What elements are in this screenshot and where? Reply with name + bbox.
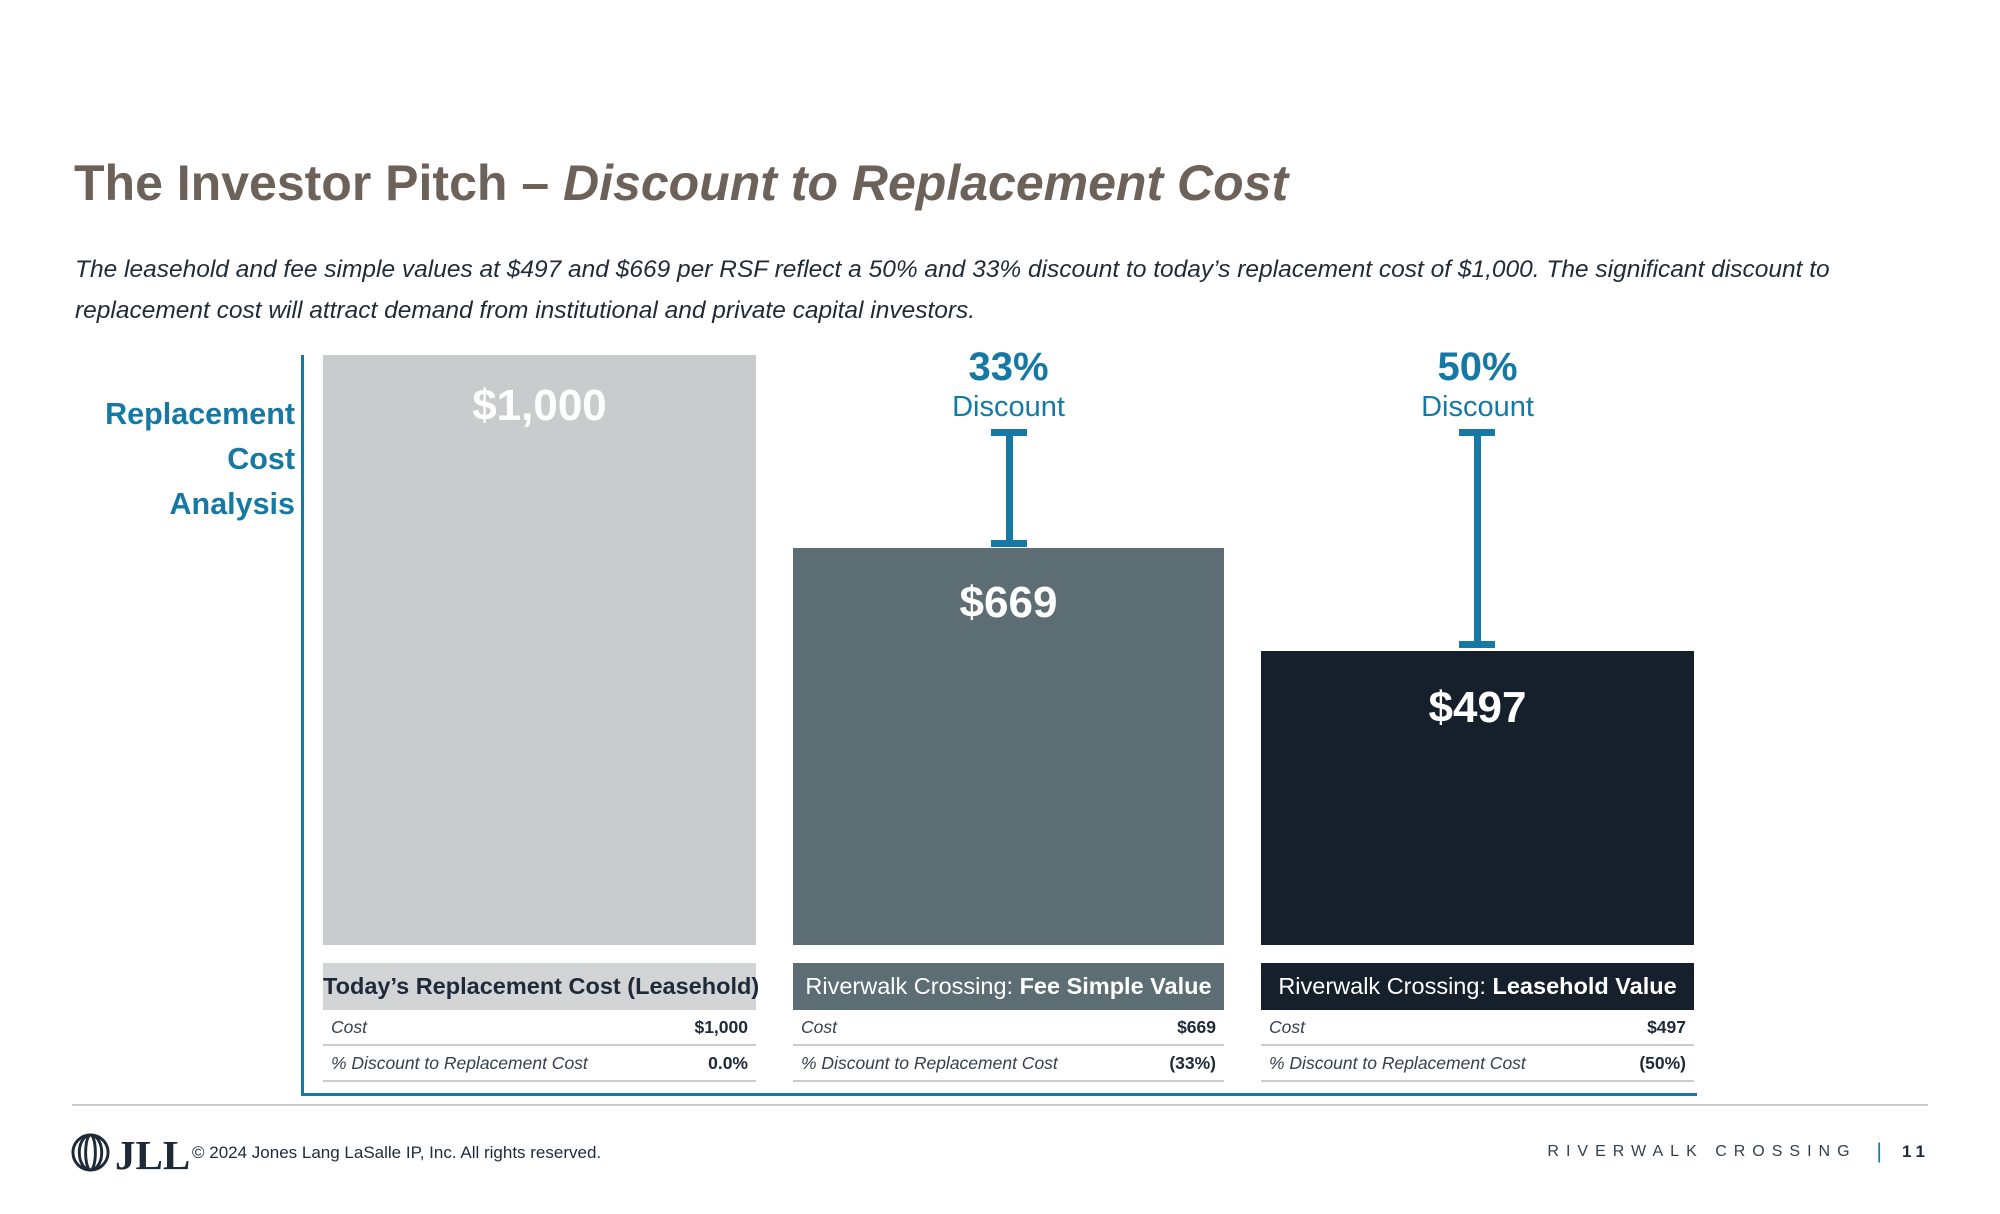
category-header-regular: Riverwalk Crossing: [1278,973,1493,999]
category-header-fee-simple: Riverwalk Crossing: Fee Simple Value [793,963,1224,1010]
stat-row-cost: Cost $497 [1261,1010,1694,1046]
slide-subtitle: The leasehold and fee simple values at $… [75,255,1830,324]
bar-leasehold-value: $497 [1261,651,1694,945]
row-value: $1,000 [694,1016,748,1037]
connector-stem [1473,436,1481,641]
page-number: 11 [1902,1142,1930,1161]
bar-value-label: $497 [1428,683,1527,732]
row-value: $497 [1647,1016,1686,1037]
row-label: Cost [1269,1016,1305,1037]
stat-row-discount: % Discount to Replacement Cost (33%) [793,1046,1224,1082]
discount-percent-fee-simple: 33% [968,345,1049,389]
page-title: The Investor Pitch – Discount to Replace… [74,154,1288,212]
discount-connector-fee-simple [991,429,1027,547]
connector-bottom-cap [991,540,1027,547]
page-title-prefix: The Investor Pitch – [74,154,564,211]
discount-word-fee-simple: Discount [952,391,1065,423]
row-value: $669 [1177,1016,1216,1037]
stat-row-discount: % Discount to Replacement Cost 0.0% [323,1046,756,1082]
category-header-replacement-cost: Today’s Replacement Cost (Leasehold) [323,963,760,1010]
x-axis-line [301,1093,1697,1096]
category-header-bold: Fee Simple Value [1019,973,1212,999]
category-header-bold: Today’s Replacement Cost (Leasehold) [323,973,760,999]
row-value: (50%) [1639,1052,1686,1073]
bar-value-label: $669 [959,578,1058,627]
discount-percent-leasehold: 50% [1437,345,1518,389]
row-label: % Discount to Replacement Cost [331,1052,588,1073]
footer-separator-line [72,1104,1928,1106]
connector-stem [1005,436,1013,540]
page-title-emphasis: Discount to Replacement Cost [563,154,1289,211]
copyright-text: © 2024 Jones Lang LaSalle IP, Inc. All r… [192,1143,602,1162]
category-header-leasehold: Riverwalk Crossing: Leasehold Value [1261,963,1694,1010]
connector-top-cap [991,429,1027,436]
stat-row-cost: Cost $669 [793,1010,1224,1046]
category-header-regular: Riverwalk Crossing: [805,973,1020,999]
chart-axis-title: Replacement Cost Analysis [105,397,295,521]
discount-word-leasehold: Discount [1421,391,1534,423]
row-value: 0.0% [708,1052,748,1073]
connector-bottom-cap [1459,641,1495,648]
row-label: % Discount to Replacement Cost [801,1052,1058,1073]
footer-divider: | [1876,1140,1883,1163]
jll-globe-icon [71,1133,110,1172]
discount-connector-leasehold [1459,429,1495,648]
connector-top-cap [1459,429,1495,436]
row-label: % Discount to Replacement Cost [1269,1052,1526,1073]
row-label: Cost [331,1016,367,1037]
row-label: Cost [801,1016,837,1037]
footer-right: RIVERWALK CROSSING | 11 [1547,1140,1930,1164]
jll-wordmark: JLL [115,1132,191,1178]
bar-fee-simple-value: $669 [793,548,1224,945]
bar-value-label: $1,000 [472,381,607,430]
footer-project-name: RIVERWALK CROSSING [1547,1143,1857,1160]
row-value: (33%) [1169,1052,1216,1073]
category-header-bold: Leasehold Value [1492,973,1677,999]
y-axis-line [301,355,304,1096]
stat-row-cost: Cost $1,000 [323,1010,756,1046]
stat-row-discount: % Discount to Replacement Cost (50%) [1261,1046,1694,1082]
bar-replacement-cost: $1,000 [323,355,756,945]
